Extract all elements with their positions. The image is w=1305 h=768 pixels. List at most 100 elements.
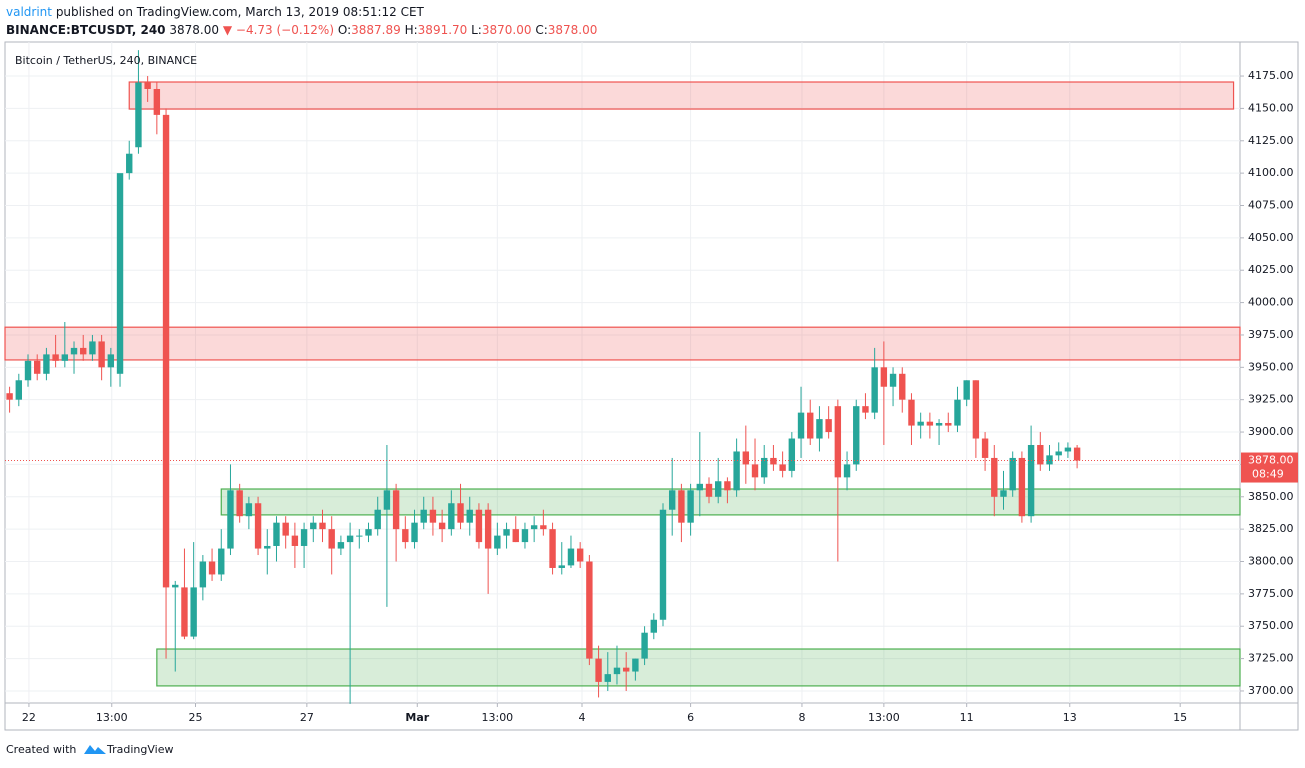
candle-body [172, 584, 179, 588]
candle-body [650, 619, 657, 633]
candle-body [300, 529, 308, 546]
candle-body [779, 464, 786, 471]
candle-body [144, 82, 151, 89]
candle-body [733, 451, 740, 491]
c-label: C: [535, 23, 547, 37]
x-tick-label: 13 [1063, 711, 1077, 724]
candle-body [862, 406, 869, 413]
candle-body [61, 354, 69, 361]
candle-body [264, 545, 271, 549]
published: published on TradingView.com, March 13, … [56, 5, 425, 19]
change: −4.73 (−0.12%) [236, 23, 334, 37]
candle-body [558, 565, 565, 568]
candle-body [613, 667, 621, 675]
candle-body [705, 483, 713, 497]
candle-body [199, 561, 207, 588]
candle-body [668, 490, 676, 510]
candle-body [494, 535, 501, 549]
candle-body [935, 422, 943, 426]
arrow: ▼ [223, 23, 233, 37]
x-tick-label: 6 [687, 711, 694, 724]
candle-body [282, 522, 289, 536]
candle-body [788, 438, 796, 471]
candle-body [981, 438, 989, 458]
x-tick-label: 4 [579, 711, 586, 724]
zone [128, 81, 1235, 110]
y-tick-label: 4125.00 [1248, 134, 1294, 147]
candle-body [254, 503, 262, 549]
zone [4, 326, 1241, 361]
candle-body [1037, 444, 1044, 465]
current-price-badge [1241, 452, 1298, 483]
tv-logo [84, 745, 106, 754]
candle-body [742, 451, 750, 465]
candle-body [392, 490, 400, 530]
candle-body [899, 373, 906, 400]
candle-body [604, 674, 611, 682]
candle-body [512, 529, 519, 543]
candle-body [549, 529, 556, 568]
candle-body [595, 658, 602, 682]
zones [4, 81, 1241, 687]
candle-body [530, 525, 538, 530]
x-tick-label: 13:00 [96, 711, 128, 724]
y-tick-label: 3825.00 [1248, 522, 1294, 535]
candle-body [6, 393, 13, 400]
candle-body [181, 587, 188, 637]
candle-body [98, 341, 105, 368]
symbol: BINANCE:BTCUSDT, 240 [6, 23, 166, 37]
candle-body [1009, 457, 1016, 491]
candle-body [411, 522, 418, 543]
candle-body [34, 360, 41, 374]
candle-body [1046, 455, 1053, 465]
candle-body [153, 88, 161, 115]
x-tick-label: 22 [22, 711, 36, 724]
zone [156, 648, 1241, 687]
footer-brand: TradingView [106, 743, 173, 756]
candle-body [1064, 447, 1072, 452]
grid [5, 42, 1240, 703]
candle-body [80, 347, 87, 355]
candle-body [963, 380, 970, 400]
x-tick-label: 11 [960, 711, 974, 724]
y-tick-label: 3725.00 [1248, 652, 1294, 665]
y-tick-label: 3750.00 [1248, 619, 1294, 632]
candle-body [917, 421, 924, 426]
candle-body [641, 632, 648, 659]
candle-body [696, 483, 704, 491]
frame [4, 41, 1299, 731]
candle-body [365, 529, 372, 536]
candle-body [291, 535, 299, 546]
l-label: L: [471, 23, 482, 37]
candle-body [843, 464, 851, 478]
candle-body [245, 503, 253, 517]
zone [220, 488, 1241, 516]
y-tick-label: 3925.00 [1248, 393, 1294, 406]
candle-body [319, 522, 326, 530]
candle-body [356, 535, 363, 537]
candle-body [43, 354, 50, 374]
y-tick-label: 4025.00 [1248, 263, 1294, 276]
x-tick-label: 13:00 [481, 711, 513, 724]
candle-body [797, 412, 805, 439]
candle-body [346, 535, 354, 543]
candle-body [484, 509, 492, 549]
labels: 3700.00 3725.00 3750.00 3775.00 3800.00 3825.… [5, 69, 1298, 724]
candle-body [715, 481, 722, 497]
candle-body [945, 422, 952, 426]
candle-body [438, 522, 446, 530]
c: 3878.00 [548, 23, 598, 37]
candle-body [751, 464, 759, 478]
candle-body [466, 509, 473, 523]
candle-body [107, 354, 115, 368]
y-tick-label: 3950.00 [1248, 360, 1294, 373]
y-tick-label: 4075.00 [1248, 199, 1294, 212]
h-label: H: [405, 23, 418, 37]
candle-body [622, 667, 630, 672]
candle-body [807, 412, 814, 439]
footer-created: Created with [6, 743, 76, 756]
candle-body [567, 548, 575, 566]
candle-body [972, 380, 980, 439]
